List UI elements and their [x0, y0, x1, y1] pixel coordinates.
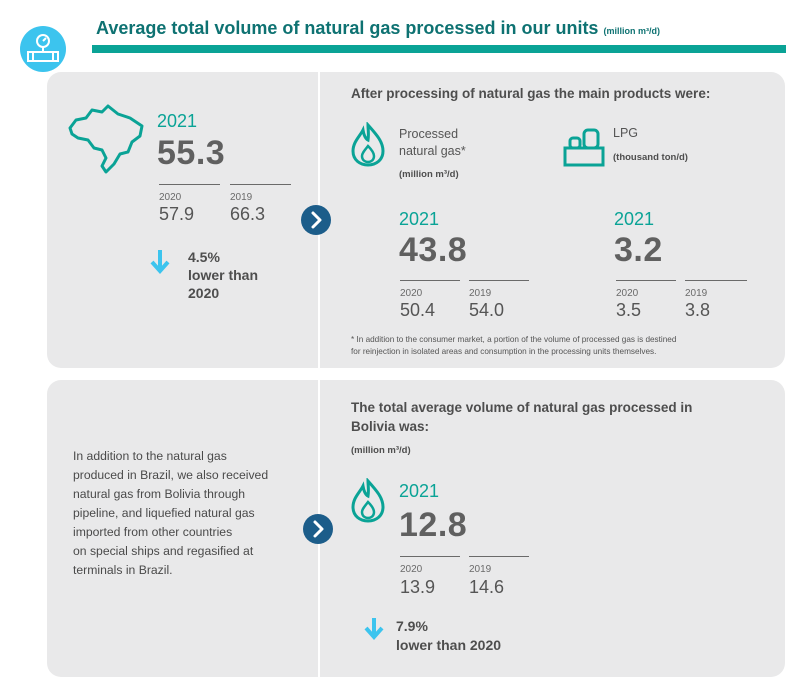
rule — [400, 280, 460, 281]
prev-value: 57.9 — [159, 204, 195, 224]
prev-year: 2019 — [230, 192, 253, 203]
paragraph-line: natural gas from Bolivia through — [73, 487, 246, 501]
processing-panel — [47, 72, 785, 368]
total-year: 2021 — [157, 111, 198, 131]
heading-line: Bolivia was: — [351, 419, 430, 434]
prev-value: 14.6 — [469, 577, 505, 597]
rule — [685, 280, 747, 281]
arrow-down-icon — [364, 618, 384, 640]
prev-year: 2020 — [400, 288, 423, 299]
page-title: Average total volume of natural gas proc… — [96, 18, 660, 39]
bolivia-change: 7.9% lower than 2020 — [396, 617, 501, 655]
change-year: 2020 — [188, 285, 220, 301]
processed-value: 43.8 — [399, 231, 468, 269]
rule — [616, 280, 676, 281]
bolivia-paragraph: In addition to the natural gas produced … — [73, 447, 303, 580]
total-change: 4.5% lower than 2020 — [188, 248, 258, 302]
bolivia-year: 2021 — [399, 481, 440, 501]
prev-value: 3.5 — [616, 300, 642, 320]
bolivia-unit: (million m³/d) — [351, 445, 411, 456]
bolivia-value: 12.8 — [399, 506, 468, 544]
lpg-value: 3.2 — [614, 231, 663, 269]
total-value: 55.3 — [157, 134, 226, 172]
arrow-down-icon — [150, 250, 170, 274]
lpg-label: LPG — [613, 126, 639, 140]
footnote-line: for reinjection in isolated areas and co… — [351, 347, 657, 356]
prev-value: 66.3 — [230, 204, 266, 224]
prev-year: 2019 — [469, 564, 492, 575]
rule — [469, 556, 529, 557]
bolivia-panel — [47, 380, 785, 677]
label-line: Processed — [399, 127, 459, 141]
rule — [159, 184, 220, 185]
paragraph-line: on special ships and regasified at — [73, 544, 254, 558]
change-text: lower than 2020 — [396, 637, 502, 653]
rule — [230, 184, 291, 185]
processed-label: Processed natural gas* — [399, 126, 466, 160]
next-arrow-button[interactable] — [303, 514, 333, 544]
next-arrow-button[interactable] — [301, 205, 331, 235]
bolivia-heading: The total average volume of natural gas … — [351, 398, 692, 436]
change-percent: 4.5% — [188, 249, 220, 265]
footnote: * In addition to the consumer market, a … — [351, 334, 781, 358]
paragraph-line: terminals in Brazil. — [73, 563, 173, 577]
lpg-unit: (thousand ton/d) — [613, 152, 688, 163]
gas-valve-icon — [27, 34, 59, 62]
chevron-right-icon — [313, 520, 324, 538]
change-text: lower than — [188, 267, 259, 283]
title-unit: (million m³/d) — [603, 26, 660, 36]
title-text: Average total volume of natural gas proc… — [96, 18, 599, 38]
prev-value: 50.4 — [400, 300, 436, 320]
brazil-map-icon — [68, 104, 144, 174]
label-line: natural gas* — [399, 144, 466, 158]
lpg-tank-icon — [563, 128, 605, 167]
prev-year: 2019 — [685, 288, 708, 299]
prev-value: 13.9 — [400, 577, 436, 597]
title-underline — [92, 45, 786, 53]
processed-year: 2021 — [399, 209, 440, 229]
paragraph-line: pipeline, and liquefied natural gas — [73, 506, 255, 520]
change-percent: 7.9% — [396, 618, 428, 634]
prev-year: 2020 — [400, 564, 423, 575]
flame-icon — [351, 478, 385, 523]
paragraph-line: In addition to the natural gas — [73, 449, 227, 463]
gas-pipeline-badge — [20, 26, 66, 72]
rule — [469, 280, 529, 281]
prev-year: 2020 — [159, 192, 182, 203]
chevron-right-icon — [311, 211, 322, 229]
footnote-line: * In addition to the consumer market, a … — [351, 335, 677, 344]
prev-value: 54.0 — [469, 300, 505, 320]
products-heading: After processing of natural gas the main… — [351, 86, 711, 101]
prev-value: 3.8 — [685, 300, 711, 320]
prev-year: 2020 — [616, 288, 639, 299]
processed-unit: (million m³/d) — [399, 169, 459, 180]
paragraph-line: produced in Brazil, we also received — [73, 468, 269, 482]
heading-line: The total average volume of natural gas … — [351, 400, 693, 415]
lpg-year: 2021 — [614, 209, 655, 229]
rule — [400, 556, 460, 557]
paragraph-line: imported from other countries — [73, 525, 233, 539]
prev-year: 2019 — [469, 288, 492, 299]
flame-icon — [351, 122, 385, 167]
